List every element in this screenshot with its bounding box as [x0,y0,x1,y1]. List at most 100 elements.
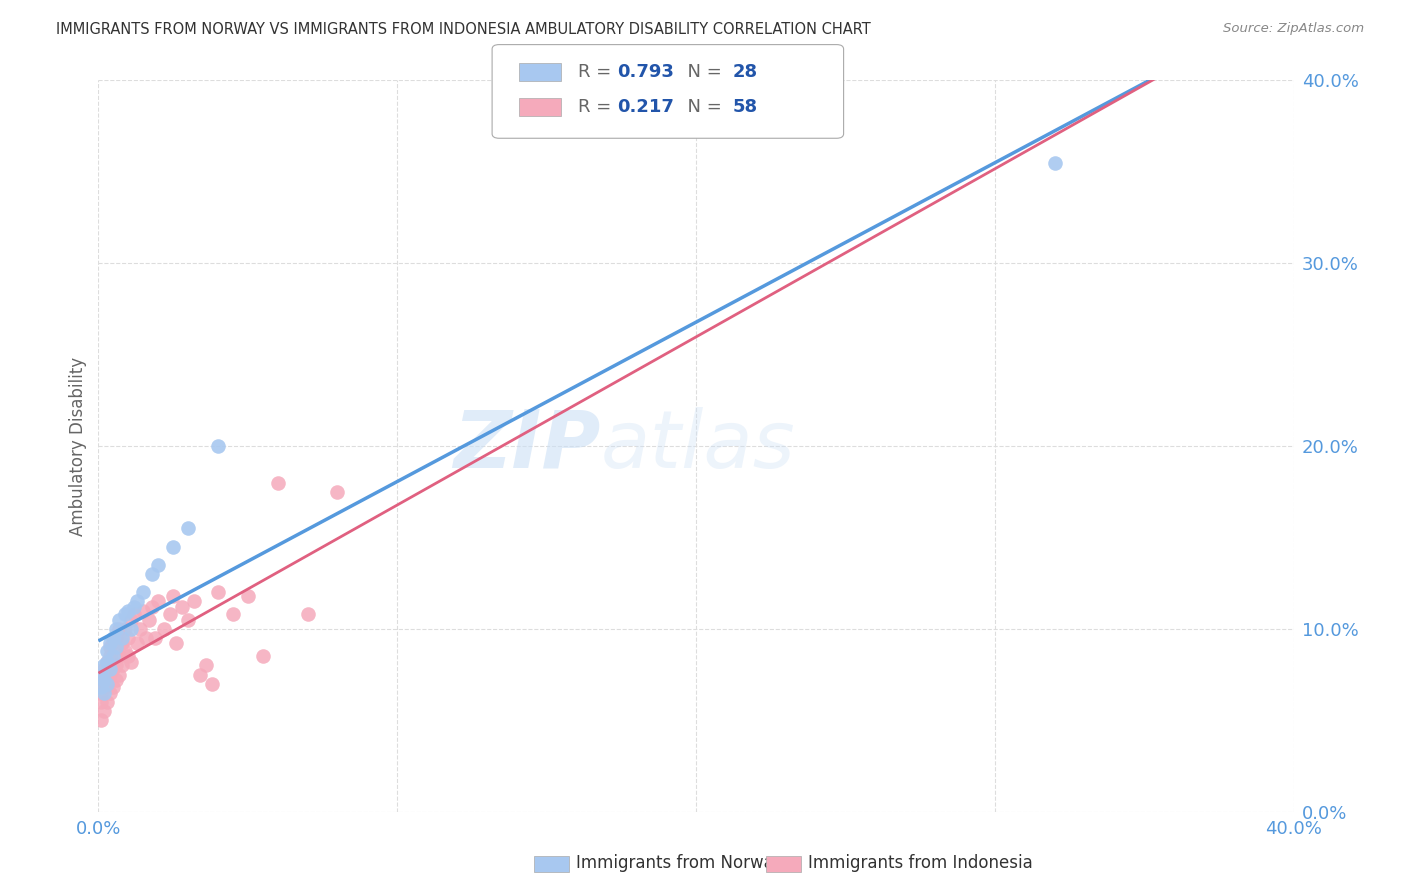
Point [111,631,134,645]
Point [207,439,229,453]
Point [96,655,118,669]
Text: atlas: atlas [600,407,796,485]
Point [96,695,118,709]
Text: 0.217: 0.217 [617,98,673,116]
Point [103,681,125,695]
Point [183,594,205,608]
Point [159,607,181,622]
Point [162,540,184,554]
Point [297,607,319,622]
Point [114,644,136,658]
Point [98,662,122,676]
Point [120,622,142,636]
Point [93,686,115,700]
Point [138,613,160,627]
Point [98,636,122,650]
Point [103,662,125,676]
Point [222,607,245,622]
Point [93,673,115,687]
Point [105,631,128,645]
Point [236,589,259,603]
Point [143,631,166,645]
Point [194,658,218,673]
Text: 0.793: 0.793 [617,63,673,81]
Point [108,613,131,627]
Point [90,686,112,700]
Text: R =: R = [578,63,617,81]
Point [201,676,224,690]
Point [111,658,134,673]
Text: Immigrants from Indonesia: Immigrants from Indonesia [808,855,1033,872]
Text: ZIP: ZIP [453,407,600,485]
Point [114,622,136,636]
Y-axis label: Ambulatory Disability: Ambulatory Disability [69,357,87,535]
Point [117,603,139,617]
Point [96,676,118,690]
Point [127,594,149,608]
Point [98,667,122,681]
Point [96,676,118,690]
Point [93,658,115,673]
Point [135,631,157,645]
Point [103,649,125,664]
Point [326,484,349,499]
Point [98,686,122,700]
Point [108,667,131,681]
Point [207,585,229,599]
Point [177,613,200,627]
Point [93,662,115,676]
Point [105,622,128,636]
Text: 28: 28 [733,63,758,81]
Point [98,649,122,664]
Point [108,649,131,664]
Point [177,521,200,535]
Point [117,631,139,645]
Point [132,585,155,599]
Point [153,622,176,636]
Point [141,567,163,582]
Point [120,613,142,627]
Text: 58: 58 [733,98,758,116]
Point [252,649,274,664]
Point [96,667,118,681]
Text: N =: N = [676,98,728,116]
Point [117,649,139,664]
Point [124,599,146,614]
Point [120,655,142,669]
Point [103,631,125,645]
Point [93,681,115,695]
Point [105,673,128,687]
Text: IMMIGRANTS FROM NORWAY VS IMMIGRANTS FROM INDONESIA AMBULATORY DISABILITY CORREL: IMMIGRANTS FROM NORWAY VS IMMIGRANTS FRO… [56,22,870,37]
Point [105,658,128,673]
Point [267,475,290,490]
Point [96,644,118,658]
Point [98,640,122,655]
Point [124,607,146,622]
Point [103,636,125,650]
Point [1043,155,1066,169]
Text: N =: N = [676,63,728,81]
Point [127,636,149,650]
Point [162,589,184,603]
Point [165,636,187,650]
Point [141,599,163,614]
Point [172,599,194,614]
Point [93,704,115,718]
Point [105,640,128,655]
Text: Source: ZipAtlas.com: Source: ZipAtlas.com [1223,22,1364,36]
Point [93,673,115,687]
Point [108,622,131,636]
Point [90,681,112,695]
Point [132,603,155,617]
Point [188,667,211,681]
Point [148,594,170,608]
Point [114,607,136,622]
Point [96,655,118,669]
Text: Immigrants from Norway: Immigrants from Norway [576,855,785,872]
Point [129,622,152,636]
Point [90,714,112,728]
Point [90,695,112,709]
Point [111,636,134,650]
Point [148,558,170,572]
Text: R =: R = [578,98,617,116]
